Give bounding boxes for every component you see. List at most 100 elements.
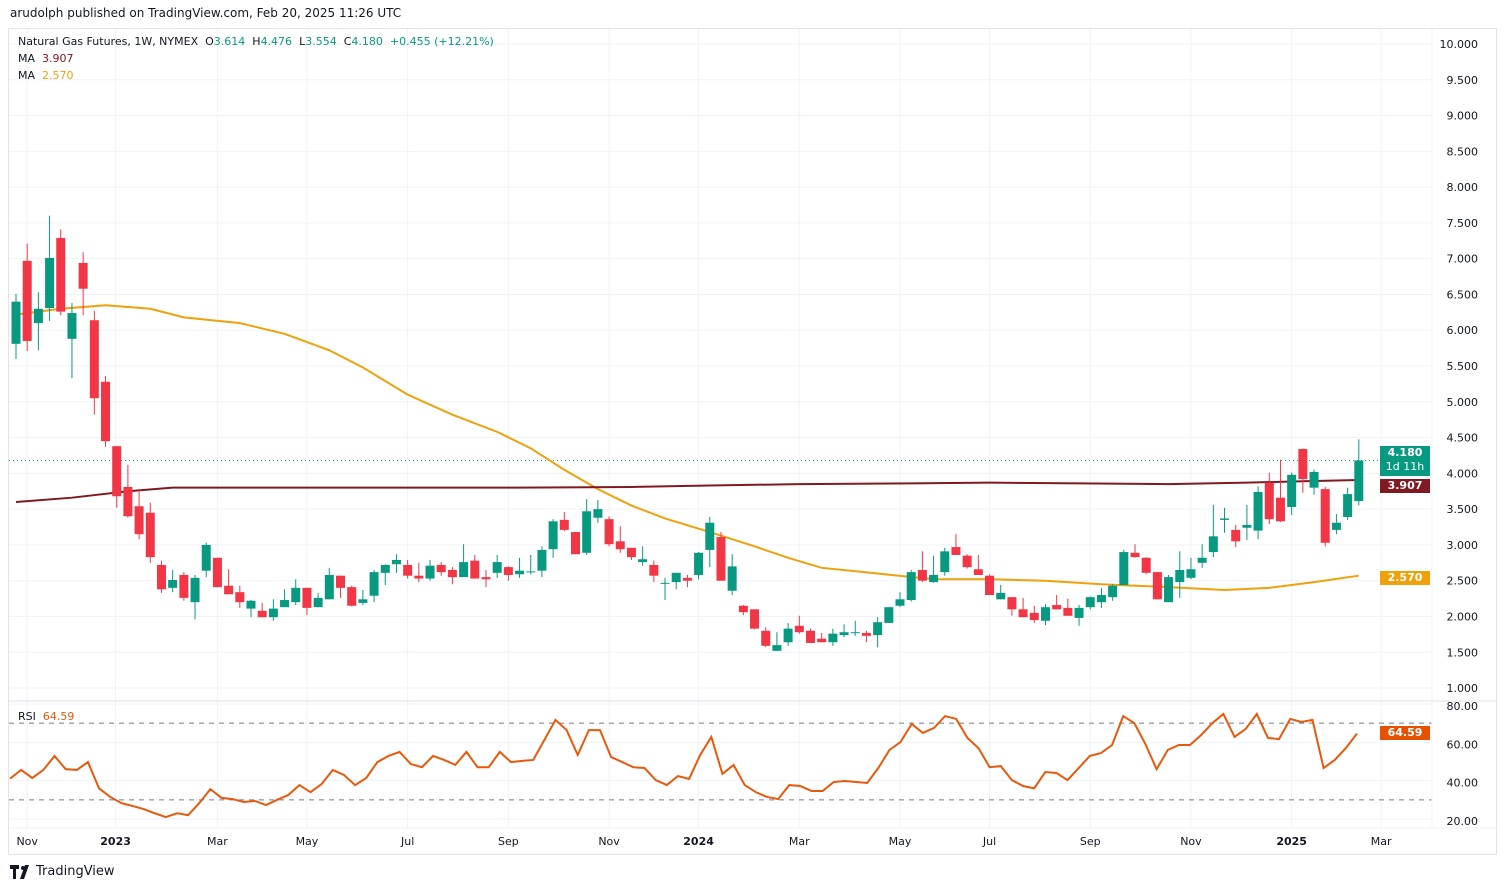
candle-up [168,569,178,593]
candle-body [1354,460,1364,501]
candle-body [459,562,469,578]
tradingview-logo-icon [10,864,29,879]
candle-body [929,574,939,583]
legend-rsi[interactable]: RSI 64.59 [18,710,74,723]
candle-down [89,310,99,415]
candle-body [839,632,849,636]
candle-body [414,575,424,579]
ma-red-line [15,479,1359,503]
candle-up [1186,557,1196,580]
candle-body [156,564,166,590]
legend-low: 3.554 [305,35,337,48]
candle-up [201,542,211,578]
candle-body [1175,569,1185,583]
candle-down [134,489,144,540]
candle-up [940,547,950,576]
price-tick-label: 3.500 [1447,503,1479,516]
candle-up [246,600,256,618]
candle-body [1253,491,1263,531]
price-tick-label: 6.000 [1447,324,1479,337]
candle-body [201,544,211,571]
candle-down [414,562,424,583]
candle-body [615,541,625,550]
candle-down [1264,472,1274,525]
candle-down [145,502,155,563]
candle-down [682,574,692,588]
ma-red-layer [15,479,1359,503]
legend-ma2[interactable]: MA 2.570 [18,69,74,82]
price-tick-label: 6.500 [1447,288,1479,301]
candle-body [548,521,558,550]
candle-down [235,585,245,608]
rsi-tick-label: 20.00 [1447,815,1479,828]
candle-down [112,446,122,508]
candle-up [526,554,536,575]
candle-body [1029,612,1039,621]
candle-down [1052,595,1062,610]
candle-up [425,559,435,581]
candle-body [861,632,871,636]
candle-down [738,605,748,616]
candle-down [212,557,222,588]
candles-layer [11,215,1364,651]
candle-body [582,511,592,553]
candle-body [761,630,771,646]
candle-up [1096,587,1106,608]
legend-c-label: C [343,35,352,48]
rsi-pane [9,703,1432,820]
candle-up [1220,507,1230,533]
candle-body [649,564,659,576]
candle-down [1141,557,1151,575]
candle-down [1029,605,1039,623]
ma1-price-label: 3.907 [1380,479,1430,493]
candle-body [257,610,267,618]
candle-up [873,617,883,648]
candle-up [1085,596,1095,610]
candle-body [738,605,748,613]
candle-up [67,303,77,379]
candle-up [772,632,782,651]
candle-body [1331,522,1341,530]
candle-up [548,519,558,558]
candle-up [929,555,939,583]
candle-body [1085,597,1095,608]
candle-body [515,570,525,575]
candle-body [1164,577,1174,603]
candle-down [179,572,189,601]
price-tick-label: 7.500 [1447,217,1479,230]
candle-body [1231,529,1241,542]
candle-body [873,622,883,636]
price-tick-label: 1.500 [1447,646,1479,659]
time-tick-label: May [889,835,912,848]
time-tick-label: Mar [1371,835,1392,848]
legend-h-label: H [252,35,261,48]
candle-down [470,554,480,579]
candle-body [336,575,346,588]
candle-body [380,564,390,573]
chart-frame [8,28,1497,855]
legend-symbol: Natural Gas Futures, 1W, NYMEX [18,35,199,48]
candle-body [1298,449,1308,480]
candle-body [604,519,614,545]
candle-down [1018,597,1028,618]
candle-up [1343,487,1353,520]
price-tick-label: 2.000 [1447,610,1479,623]
rsi-label: RSI [18,710,36,723]
candle-body [727,566,737,591]
candle-up [369,569,379,603]
candle-down [1275,459,1285,523]
legend-ma1[interactable]: MA 3.907 [18,52,74,65]
time-tick-label: Mar [207,835,228,848]
candle-body [235,592,245,603]
time-tick-label: May [296,835,319,848]
candle-up [593,499,603,523]
candle-body [884,607,894,623]
candle-up [783,622,793,646]
time-tick-label: Sep [498,835,519,848]
candle-body [179,574,189,598]
tradingview-logo[interactable]: TradingView [10,864,115,879]
candle-down [224,569,234,595]
candle-body [705,522,715,550]
candle-body [45,257,55,309]
